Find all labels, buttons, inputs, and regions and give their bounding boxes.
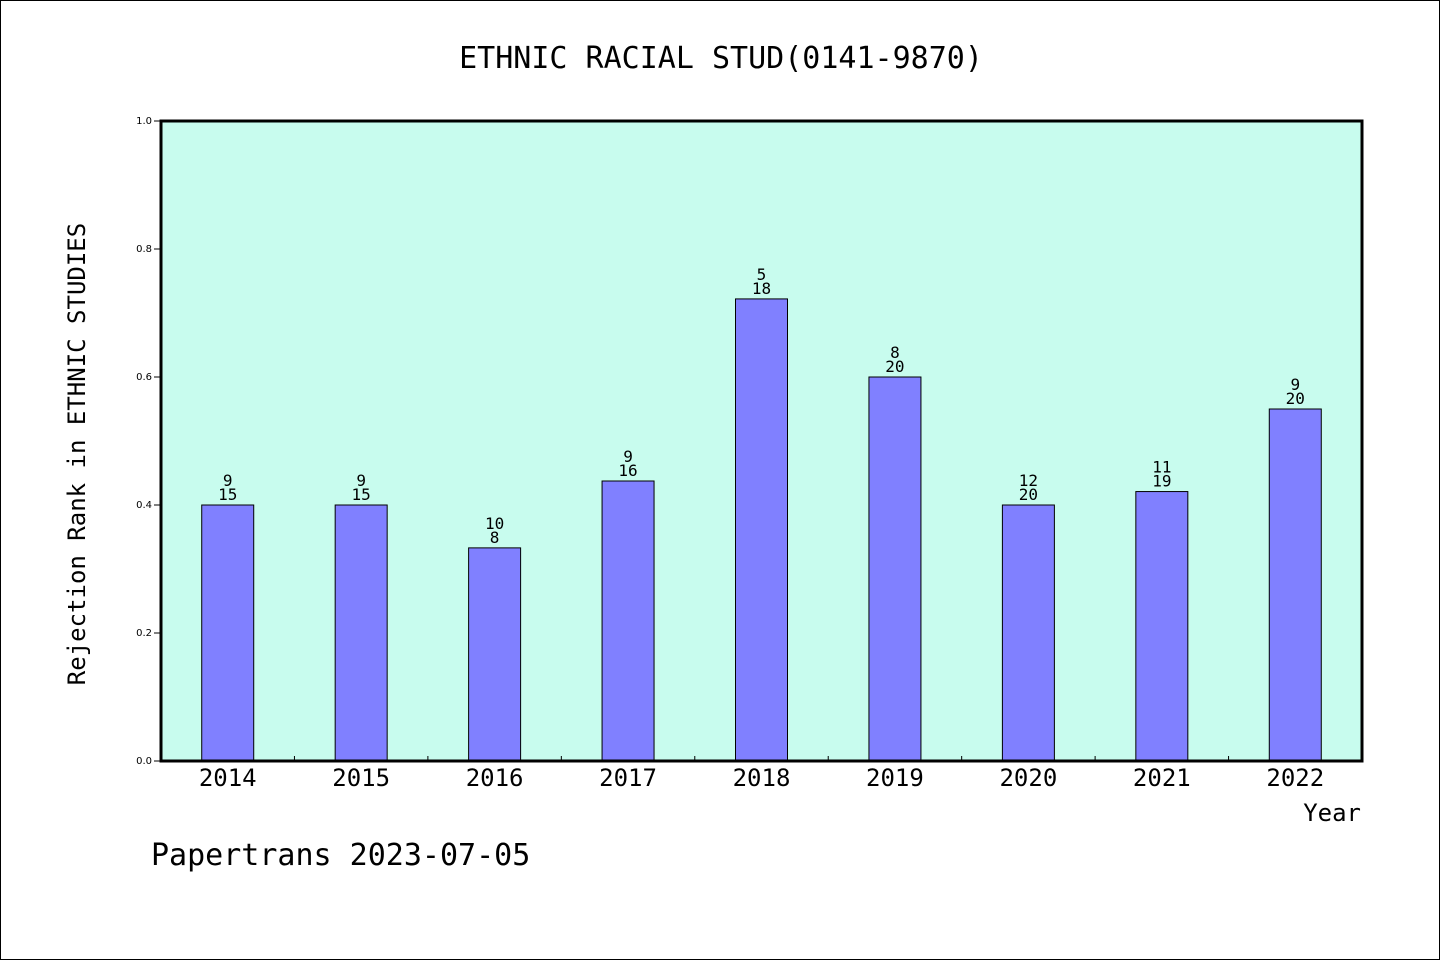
- bar-label-bottom: 18: [752, 279, 771, 298]
- bar-label-top: 12: [1019, 471, 1038, 490]
- bar-2022: [1268, 408, 1322, 762]
- x-tick-label: 2019: [866, 764, 924, 792]
- bar-2016: [468, 547, 522, 762]
- x-axis-ticks: 2014 2015 2016 2017 2018 2019 2020 2021 2022: [199, 756, 1324, 792]
- bar-2017: [601, 480, 655, 762]
- x-axis-label: Year: [1303, 799, 1361, 827]
- bars: [201, 298, 1322, 762]
- bar-label-top: 9: [623, 447, 633, 466]
- bar-label-top: 5: [757, 265, 767, 284]
- y-tick-label: 0.4: [136, 500, 152, 511]
- bar-2021: [1135, 491, 1189, 762]
- bar-2020: [1001, 504, 1055, 762]
- bar-label-top: 9: [223, 471, 233, 490]
- x-tick-label: 2017: [599, 764, 657, 792]
- y-tick-label: 0.8: [136, 244, 152, 255]
- bar-label-bottom: 20: [1286, 389, 1305, 408]
- x-tick-label: 2015: [332, 764, 390, 792]
- x-tick-label: 2018: [733, 764, 791, 792]
- x-tick-label: 2016: [466, 764, 524, 792]
- bar-2018: [735, 298, 788, 762]
- bar-label-top: 9: [356, 471, 366, 490]
- bar-label-bottom: 20: [1019, 485, 1038, 504]
- bar-2019: [868, 376, 922, 762]
- bar-label-bottom: 16: [618, 461, 637, 480]
- bar-label-top: 11: [1152, 458, 1171, 477]
- bar-label-bottom: 20: [885, 357, 904, 376]
- bar-2015: [334, 504, 388, 762]
- bar-label-top: 8: [890, 343, 900, 362]
- y-tick-label: 0.6: [136, 372, 152, 383]
- bar-2014: [201, 504, 255, 762]
- chart-title: ETHNIC RACIAL STUD(0141-9870): [459, 41, 983, 76]
- bar-label-bottom: 8: [490, 528, 500, 547]
- x-tick-label: 2014: [199, 764, 257, 792]
- bar-label-top: 9: [1290, 375, 1300, 394]
- bar-label-bottom: 19: [1152, 472, 1171, 491]
- bar-label-bottom: 15: [218, 485, 237, 504]
- x-tick-label: 2021: [1133, 764, 1191, 792]
- y-tick-label: 0.0: [136, 756, 152, 767]
- y-tick-label: 1.0: [136, 116, 152, 127]
- y-axis-ticks: 0.0 0.2 0.4 0.6 0.8 1.0: [136, 116, 161, 767]
- bar-label-top: 10: [485, 514, 504, 533]
- y-axis-label: Rejection Rank in ETHNIC STUDIES: [63, 223, 91, 685]
- x-tick-label: 2022: [1266, 764, 1324, 792]
- y-tick-label: 0.2: [136, 628, 152, 639]
- plot-border: [159, 119, 1364, 763]
- x-tick-label: 2020: [999, 764, 1057, 792]
- footer-date-stamp: Papertrans 2023-07-05: [151, 838, 530, 873]
- bar-label-bottom: 15: [352, 485, 371, 504]
